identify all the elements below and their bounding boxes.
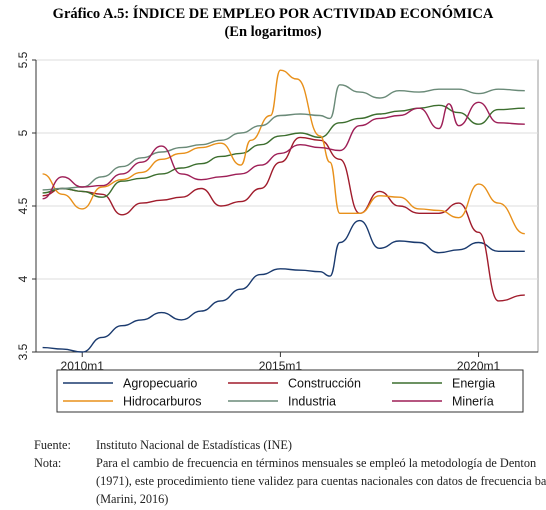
fuente-text: Instituto Nacional de Estadísticas (INE) — [96, 438, 293, 452]
series-line-energia — [42, 104, 525, 198]
legend-box — [56, 369, 524, 413]
chart-title: Gráfico A.5: ÍNDICE DE EMPLEO POR ACTIVI… — [52, 6, 494, 22]
legend-label: Construcción — [288, 377, 361, 391]
series-line-minería — [42, 101, 525, 200]
chart-subtitle: (En logaritmos) — [224, 24, 322, 40]
legend-label: Industria — [288, 395, 336, 409]
nota-text: Para el cambio de frecuencia en términos… — [96, 456, 546, 506]
y-tick-label: 5 — [16, 129, 30, 136]
series-line-construcción — [42, 136, 525, 302]
y-tick-label: 3.5 — [16, 343, 30, 360]
nota-label: Nota: — [34, 456, 62, 470]
series-line-industria — [42, 84, 525, 191]
line-chart: 3.544.555.5 2010m1 2015m1 2020m1 Agropecua… — [16, 52, 539, 413]
y-tick-label: 5.5 — [16, 52, 30, 68]
series-lines — [42, 69, 525, 353]
method-note: Nota: Para el cambio de frecuencia en té… — [34, 454, 546, 510]
legend-label: Minería — [452, 395, 494, 409]
legend-label: Energia — [452, 377, 495, 391]
series-line-hidrocarburos — [42, 69, 525, 235]
legend-label: Hidrocarburos — [123, 395, 202, 409]
y-tick-label: 4 — [16, 275, 30, 282]
y-axis: 3.5 4 4.5 5 5.5 — [16, 52, 37, 360]
y-tick-label: 4.5 — [16, 197, 30, 214]
series-line-agropecuario — [42, 219, 525, 353]
source-note: Fuente: Instituto Nacional de Estadístic… — [34, 436, 544, 456]
fuente-label: Fuente: — [34, 438, 71, 452]
legend: Agropecuario Construcción Energia Hidrocarb… — [56, 369, 524, 413]
legend-label: Agropecuario — [123, 377, 197, 391]
